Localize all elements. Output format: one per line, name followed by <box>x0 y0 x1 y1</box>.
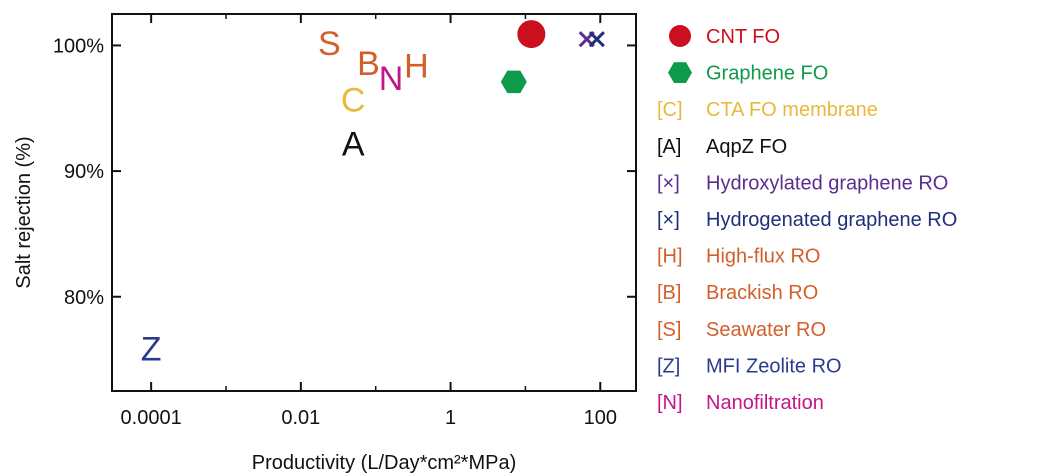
legend-marker-label: [N] <box>657 392 683 414</box>
legend-item-hydrogenated-graphene-ro: [×] Hydrogenated graphene RO <box>657 209 957 231</box>
data-point-cta-fo-membrane: C <box>341 81 366 119</box>
legend-item-cnt-fo: CNT FO <box>669 25 780 48</box>
legend-marker-label: [A] <box>657 136 681 158</box>
data-point-mfi-zeolite-ro: Z <box>141 330 162 368</box>
data-point-hydrogenated-graphene-ro-stroke-b <box>588 31 605 48</box>
data-point-graphene-fo <box>500 70 527 94</box>
legend-label: Nanofiltration <box>706 392 824 414</box>
legend-label: CTA FO membrane <box>706 99 878 121</box>
data-point-high-flux-ro: H <box>404 48 429 86</box>
legend-marker-label: [Z] <box>657 355 680 377</box>
y-tick-label: 80% <box>64 287 104 309</box>
legend: CNT FO Graphene FO [C] CTA FO membrane [A] Aq… <box>657 25 957 414</box>
legend-item-seawater-ro: [S] Seawater RO <box>657 319 826 341</box>
legend-item-nanofiltration: [N] Nanofiltration <box>657 392 824 414</box>
y-tick-label: 100% <box>53 35 104 57</box>
legend-marker-label: [C] <box>657 99 683 121</box>
legend-item-mfi-zeolite-ro: [Z] MFI Zeolite RO <box>657 355 842 377</box>
legend-item-aqpz-fo: [A] AqpZ FO <box>657 136 787 158</box>
legend-label: Graphene FO <box>706 63 828 85</box>
x-axis-title: Productivity (L/Day*cm²*MPa) <box>252 452 517 474</box>
legend-label: Seawater RO <box>706 319 826 341</box>
plot-frame <box>111 13 637 392</box>
legend-item-brackish-ro: [B] Brackish RO <box>657 282 818 304</box>
data-point-brackish-ro: B <box>357 45 380 83</box>
y-tick-label: 90% <box>64 161 104 183</box>
legend-item-graphene-fo: Graphene FO <box>668 62 828 85</box>
x-tick-label: 0.0001 <box>121 407 182 429</box>
legend-marker-label: [H] <box>657 246 683 268</box>
legend-item-cta-fo-membrane: [C] CTA FO membrane <box>657 99 878 121</box>
legend-label: Hydroxylated graphene RO <box>706 172 948 194</box>
x-tick-label: 1 <box>445 407 456 429</box>
legend-label: Brackish RO <box>706 282 818 304</box>
x-tick-label: 100 <box>584 407 617 429</box>
legend-marker-label: [×] <box>657 209 680 231</box>
x-tick-label: 0.01 <box>281 407 320 429</box>
legend-marker-label: [S] <box>657 319 681 341</box>
legend-marker <box>669 25 691 47</box>
legend-label: High-flux RO <box>706 246 820 268</box>
legend-marker-label: [×] <box>657 172 680 194</box>
plot-layer: 0.0001 0.01 1 100 80% 90% 100% Productivity (L/… <box>13 13 637 474</box>
legend-item-hydroxylated-graphene-ro: [×] Hydroxylated graphene RO <box>657 172 948 194</box>
legend-marker-label: [B] <box>657 282 681 304</box>
data-point-hydrogenated-graphene-ro <box>588 31 605 48</box>
legend-label: AqpZ FO <box>706 136 787 158</box>
legend-item-high-flux-ro: [H] High-flux RO <box>657 246 820 268</box>
data-point-seawater-ro: S <box>318 25 341 63</box>
data-point-cnt-fo <box>517 20 546 49</box>
legend-marker <box>668 62 692 83</box>
legend-label: Hydrogenated graphene RO <box>706 209 957 231</box>
legend-label: CNT FO <box>706 26 780 48</box>
data-point-nanofiltration: N <box>379 60 404 98</box>
data-point-aqpz-fo: A <box>342 125 365 163</box>
y-axis-title: Salt rejection (%) <box>13 136 35 288</box>
legend-label: MFI Zeolite RO <box>706 355 842 377</box>
